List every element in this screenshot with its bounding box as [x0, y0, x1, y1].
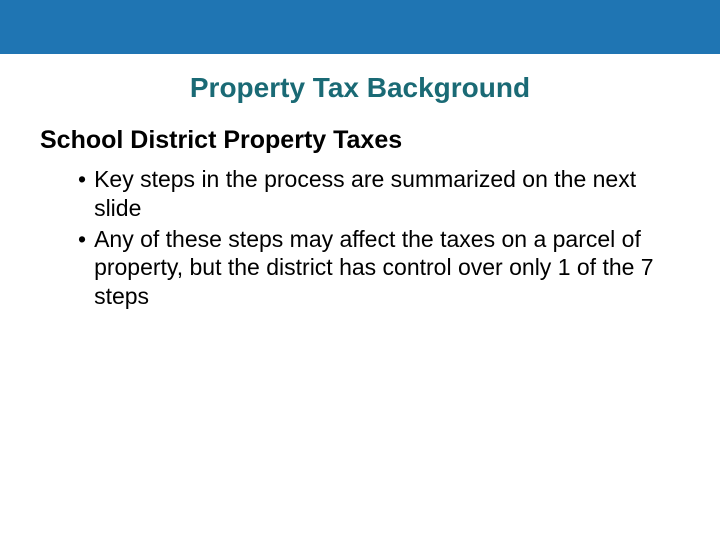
list-item: • Any of these steps may affect the taxe… [78, 225, 660, 311]
slide-subtitle: School District Property Taxes [40, 126, 720, 155]
slide-title: Property Tax Background [0, 72, 720, 104]
bullet-text: Key steps in the process are summarized … [94, 165, 660, 223]
header-bar [0, 0, 720, 54]
list-item: • Key steps in the process are summarize… [78, 165, 660, 223]
bullet-marker: • [78, 225, 86, 254]
bullet-marker: • [78, 165, 86, 194]
bullet-text: Any of these steps may affect the taxes … [94, 225, 660, 311]
bullet-list: • Key steps in the process are summarize… [78, 165, 660, 311]
